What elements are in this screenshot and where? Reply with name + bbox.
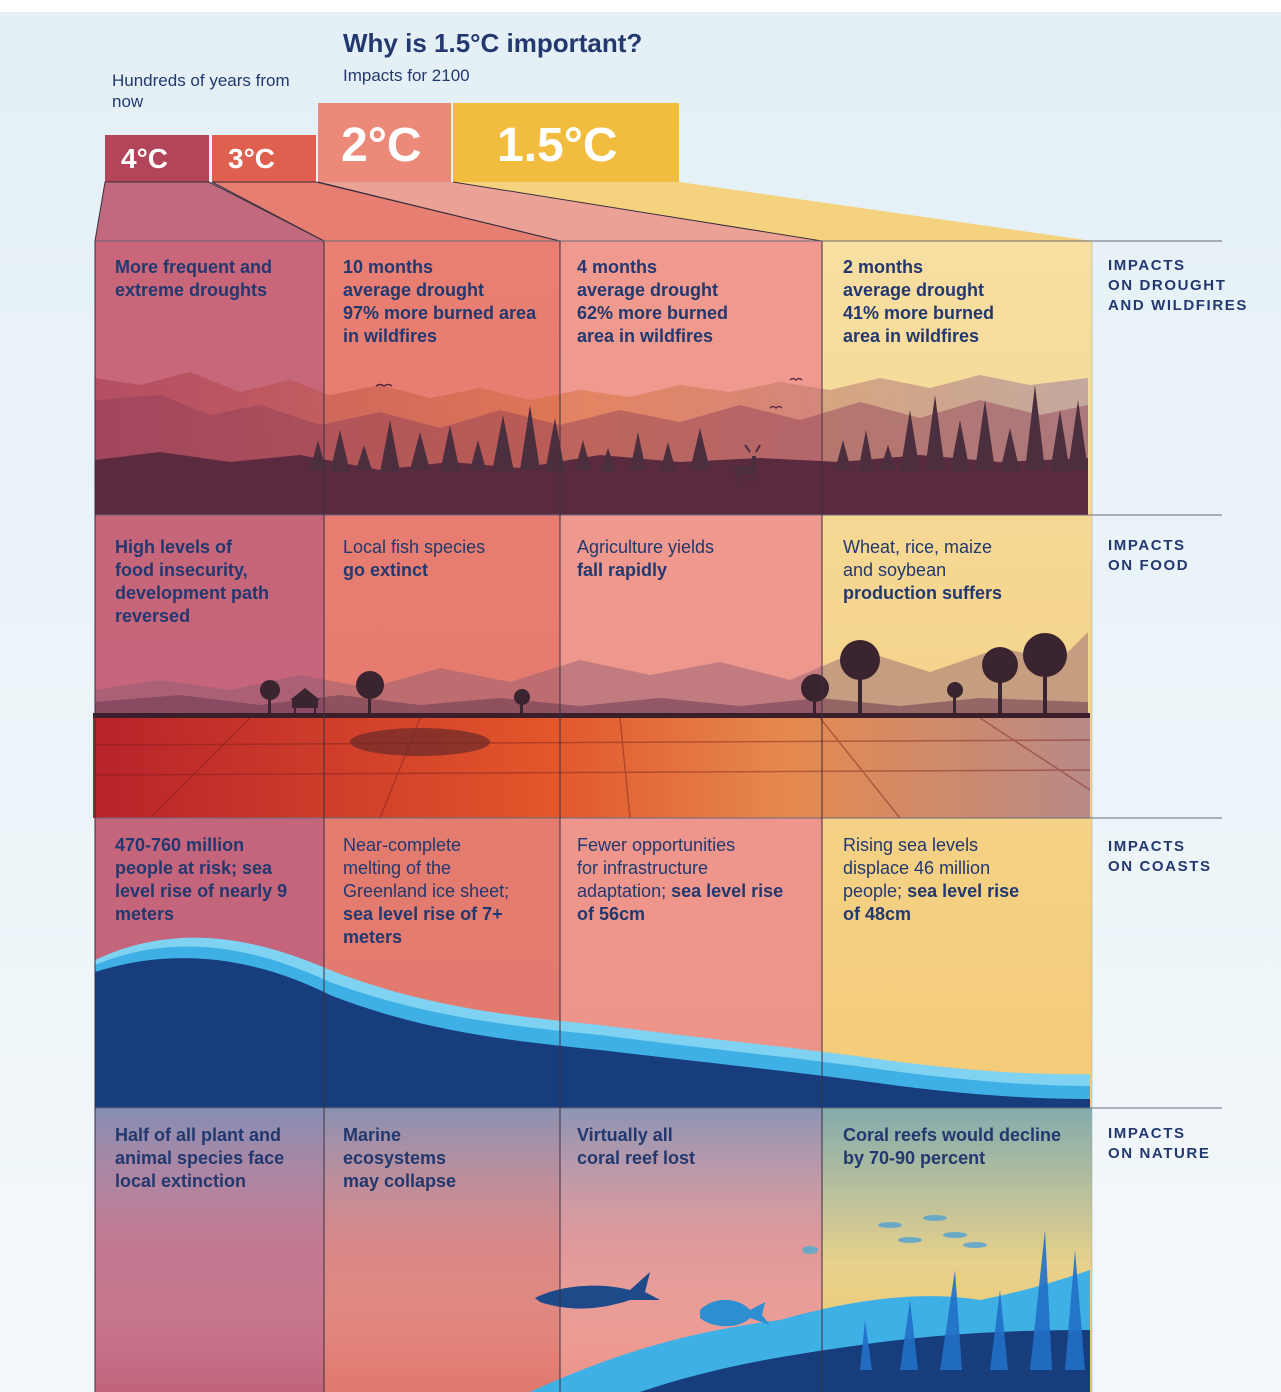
row-label-drought: IMPACTS ON DROUGHT AND WILDFIRES — [1108, 257, 1248, 314]
coast-waves — [95, 937, 1090, 1108]
cell-coasts-2c: Fewer opportunities for infrastructure ad… — [577, 835, 784, 924]
cell-nature-15c: Coral reefs would decline by 70-90 percen… — [843, 1125, 1062, 1168]
fish-icon — [700, 1299, 770, 1327]
bird-icon — [375, 383, 393, 387]
cell-nature-4c: Half of all plant and animal species face… — [115, 1125, 285, 1191]
tab-4c — [105, 135, 209, 182]
row-label-nature: IMPACTS ON NATURE — [1108, 1125, 1211, 1162]
cell-drought-4c: More frequent and extreme droughts — [115, 257, 273, 300]
row-label-food: IMPACTS ON FOOD — [1108, 537, 1190, 574]
top-strip — [0, 0, 1281, 12]
drought-landscape — [95, 372, 1088, 515]
cell-food-15c: Wheat, rice, maize and soybean production… — [843, 537, 1003, 603]
cell-nature-3c: Marine ecosystems may collapse — [343, 1125, 457, 1191]
label-2c: 2°C — [341, 119, 422, 172]
tab-3c — [212, 135, 316, 182]
temperature-tabs — [105, 103, 679, 182]
cell-food-4c: High levels of food insecurity, developme… — [115, 537, 270, 626]
cell-drought-2c: 4 months average drought 62% more burned a… — [577, 257, 729, 346]
hundreds-of-years-label: Hundreds of years from now — [112, 71, 290, 111]
coral-icon — [860, 1230, 1085, 1370]
cell-drought-15c: 2 months average drought 41% more burned a… — [843, 257, 995, 346]
label-3c: 3°C — [228, 143, 275, 174]
hut-icon — [290, 688, 320, 714]
cell-food-2c: Agriculture yields fall rapidly — [577, 537, 715, 580]
deer-icon — [735, 444, 761, 484]
cell-food-3c: Local fish species go extinct — [343, 537, 486, 580]
cell-coasts-3c: Near-complete melting of the Greenland ic… — [343, 835, 510, 947]
cell-nature-2c: Virtually all coral reef lost — [577, 1125, 696, 1168]
shark-icon — [535, 1272, 660, 1309]
row-label-coasts: IMPACTS ON COASTS — [1108, 838, 1212, 875]
page-title: Why is 1.5°C important? — [343, 28, 643, 58]
food-landscape — [92, 632, 1091, 819]
nature-scene — [95, 1108, 1092, 1392]
funnel — [94, 181, 1092, 242]
label-15c: 1.5°C — [497, 119, 618, 172]
label-4c: 4°C — [121, 143, 168, 174]
tab-15c — [453, 103, 679, 182]
cell-drought-3c: 10 months average drought 97% more burned… — [343, 257, 537, 346]
bird-icon — [769, 405, 783, 410]
bird-icon — [789, 377, 803, 382]
fish-school — [802, 1215, 987, 1254]
cell-coasts-15c: Rising sea levels displace 46 million peo… — [843, 835, 1020, 924]
tab-2c — [318, 103, 451, 182]
page-subtitle: Impacts for 2100 — [343, 66, 470, 85]
row-separators — [95, 240, 1222, 1109]
cell-coasts-4c: 470-760 million people at risk; sea level… — [115, 835, 288, 924]
column-separators — [94, 241, 1093, 1392]
